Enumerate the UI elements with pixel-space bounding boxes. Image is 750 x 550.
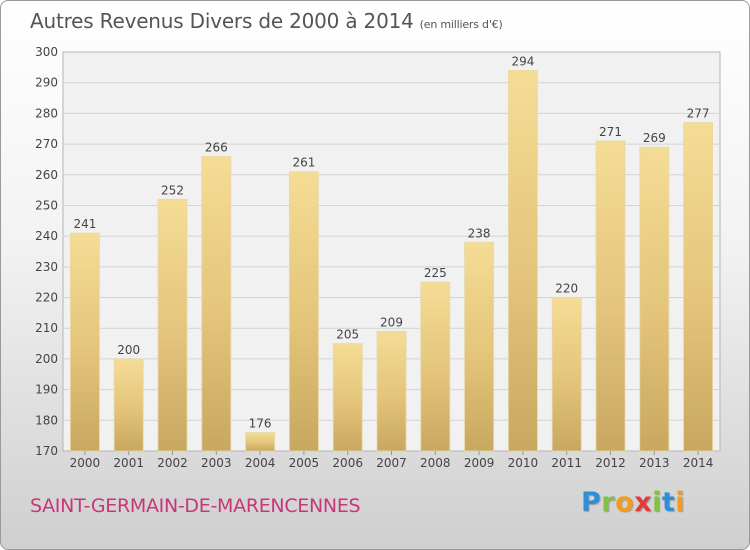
x-tick-label-2012: 2012 bbox=[595, 456, 626, 470]
bar-2007 bbox=[376, 330, 407, 452]
x-tick-label-2005: 2005 bbox=[289, 456, 320, 470]
commune-name: SAINT-GERMAIN-DE-MARENCENNES bbox=[30, 495, 361, 517]
data-label-2009: 238 bbox=[468, 226, 491, 240]
bar-2002 bbox=[157, 198, 188, 452]
bar-2008 bbox=[420, 281, 451, 452]
data-labels: 241 200 252 266 176 261 205 209 225 238 294 220 271 2… bbox=[73, 54, 709, 430]
x-tick-label-2014: 2014 bbox=[683, 456, 714, 470]
proxiti-logo: Proxiti bbox=[581, 487, 685, 518]
logo-letter: P bbox=[581, 487, 602, 518]
bar-2001 bbox=[113, 358, 144, 452]
data-label-2013: 269 bbox=[643, 131, 666, 145]
data-label-2002: 252 bbox=[161, 183, 184, 197]
y-tick-label: 230 bbox=[35, 260, 58, 274]
bar-2004 bbox=[245, 432, 276, 452]
x-tick-label-2011: 2011 bbox=[551, 456, 582, 470]
x-tick-label-2000: 2000 bbox=[70, 456, 101, 470]
x-tick-label-2003: 2003 bbox=[201, 456, 232, 470]
bar-2013 bbox=[639, 146, 670, 452]
bar-2005 bbox=[288, 171, 319, 452]
data-label-2011: 220 bbox=[555, 282, 578, 296]
data-label-2006: 205 bbox=[336, 328, 359, 342]
title-text: Autres Revenus Divers de 2000 à 2014 bbox=[30, 9, 414, 33]
x-tick-label-2007: 2007 bbox=[376, 456, 407, 470]
bar-2012 bbox=[595, 140, 626, 452]
y-tick-label: 260 bbox=[35, 168, 58, 182]
chart-subtitle: (en milliers d'€) bbox=[419, 18, 503, 31]
x-axis-tick-labels: 2000 2001 2002 2003 2004 2005 2006 2007 2008 2009… bbox=[70, 451, 714, 470]
data-label-2008: 225 bbox=[424, 266, 447, 280]
x-tick-label-2009: 2009 bbox=[464, 456, 495, 470]
y-tick-label: 270 bbox=[35, 137, 58, 151]
data-label-2001: 200 bbox=[117, 343, 140, 357]
data-label-2004: 176 bbox=[249, 417, 272, 431]
bar-2000 bbox=[70, 232, 100, 452]
bar-2014 bbox=[683, 122, 713, 452]
y-tick-label: 190 bbox=[35, 383, 58, 397]
y-tick-label: 300 bbox=[35, 45, 58, 59]
x-tick-label-2002: 2002 bbox=[157, 456, 188, 470]
data-label-2012: 271 bbox=[599, 125, 622, 139]
logo-letter: o bbox=[615, 487, 635, 518]
bars bbox=[70, 70, 713, 452]
y-tick-label: 170 bbox=[35, 444, 58, 458]
x-tick-label-2001: 2001 bbox=[113, 456, 144, 470]
data-label-2014: 277 bbox=[687, 107, 710, 121]
bar-2009 bbox=[464, 241, 495, 452]
bar-2010 bbox=[507, 70, 538, 452]
y-tick-label: 290 bbox=[35, 76, 58, 90]
logo-letter: x bbox=[634, 487, 653, 518]
x-tick-label-2008: 2008 bbox=[420, 456, 451, 470]
data-label-2010: 294 bbox=[511, 54, 534, 68]
y-tick-label: 180 bbox=[35, 413, 58, 427]
x-tick-label-2013: 2013 bbox=[639, 456, 670, 470]
bar-2003 bbox=[201, 155, 232, 452]
x-tick-label-2010: 2010 bbox=[508, 456, 539, 470]
data-label-2003: 266 bbox=[205, 140, 228, 154]
data-label-2007: 209 bbox=[380, 315, 403, 329]
logo-letter: t bbox=[661, 487, 676, 518]
x-tick-label-2006: 2006 bbox=[332, 456, 363, 470]
data-label-2005: 261 bbox=[292, 156, 315, 170]
y-tick-label: 280 bbox=[35, 106, 58, 120]
y-tick-label: 240 bbox=[35, 229, 58, 243]
y-axis-tick-labels: 170 180 190 200 210 220 230 240 250 260 270 280 290 3… bbox=[35, 45, 58, 458]
logo-letter: r bbox=[601, 487, 616, 518]
y-tick-label: 210 bbox=[35, 321, 58, 335]
logo-letter: i bbox=[652, 487, 662, 518]
x-tick-label-2004: 2004 bbox=[245, 456, 276, 470]
bar-2011 bbox=[551, 297, 582, 452]
bar-2006 bbox=[332, 343, 363, 452]
y-tick-label: 250 bbox=[35, 198, 58, 212]
y-tick-label: 200 bbox=[35, 352, 58, 366]
chart-title: Autres Revenus Divers de 2000 à 2014 (en … bbox=[30, 9, 503, 33]
y-tick-label: 220 bbox=[35, 291, 58, 305]
logo-letter: i bbox=[675, 487, 686, 518]
data-label-2000: 241 bbox=[73, 217, 96, 231]
